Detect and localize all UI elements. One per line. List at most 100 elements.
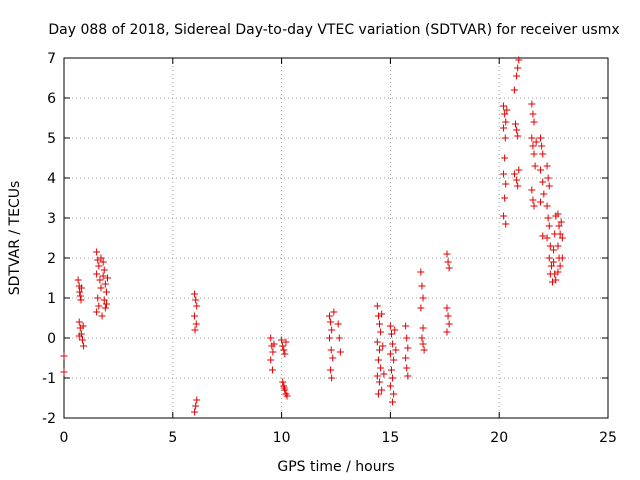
data-point — [537, 134, 545, 142]
data-point — [531, 162, 539, 170]
data-point — [75, 318, 83, 326]
data-point — [79, 322, 87, 330]
data-point — [95, 302, 103, 310]
y-tick-label: 6 — [47, 91, 56, 107]
data-point — [532, 138, 540, 146]
data-point — [420, 346, 428, 354]
data-point — [378, 386, 386, 394]
data-point — [555, 222, 563, 230]
data-point — [95, 262, 103, 270]
data-point — [327, 318, 335, 326]
data-point — [404, 372, 412, 380]
x-tick-label: 10 — [273, 430, 291, 446]
data-point — [192, 320, 200, 328]
data-point — [280, 384, 288, 392]
data-point — [374, 356, 382, 364]
data-point — [192, 402, 200, 410]
data-point — [540, 190, 548, 198]
chart-title: Day 088 of 2018, Sidereal Day-to-day VTE… — [48, 22, 619, 38]
data-point — [501, 110, 509, 118]
data-point — [403, 334, 411, 342]
data-point — [77, 296, 85, 304]
data-point — [80, 342, 88, 350]
data-point — [502, 180, 510, 188]
data-point — [514, 182, 522, 190]
data-point — [93, 270, 101, 278]
data-point — [191, 312, 199, 320]
data-point — [502, 220, 510, 228]
data-point — [104, 274, 112, 282]
x-tick-label: 25 — [599, 430, 617, 446]
data-point — [386, 382, 394, 390]
data-point — [101, 304, 109, 312]
data-point — [510, 170, 518, 178]
data-point — [76, 292, 84, 300]
data-point — [377, 364, 385, 372]
data-point — [327, 366, 335, 374]
data-point — [377, 328, 385, 336]
data-point — [418, 282, 426, 290]
data-point — [503, 106, 511, 114]
data-point — [500, 124, 508, 132]
data-point — [100, 266, 108, 274]
data-point — [556, 230, 564, 238]
data-point — [539, 178, 547, 186]
x-tick-label: 15 — [381, 430, 399, 446]
data-point — [403, 364, 411, 372]
data-point — [545, 222, 553, 230]
data-point — [550, 258, 558, 266]
data-point — [554, 242, 562, 250]
data-point — [102, 300, 110, 308]
data-point — [529, 110, 537, 118]
data-point — [97, 254, 105, 262]
data-point — [270, 340, 278, 348]
data-point — [515, 166, 523, 174]
data-point — [392, 346, 400, 354]
data-point — [538, 142, 546, 150]
data-point — [99, 258, 107, 266]
data-point — [76, 288, 84, 296]
data-point — [193, 396, 201, 404]
data-point — [419, 294, 427, 302]
data-point — [530, 118, 538, 126]
data-point — [501, 154, 509, 162]
plot-frame — [63, 57, 609, 419]
data-point — [539, 232, 547, 240]
data-point — [417, 268, 425, 276]
data-point — [283, 392, 291, 400]
data-point — [267, 334, 275, 342]
data-point — [501, 134, 509, 142]
data-point — [554, 268, 562, 276]
data-point — [191, 290, 199, 298]
data-point — [500, 212, 508, 220]
data-point — [389, 340, 397, 348]
data-point — [419, 340, 427, 348]
grid — [64, 58, 608, 418]
data-point — [100, 296, 108, 304]
data-point — [404, 344, 412, 352]
data-point — [556, 262, 564, 270]
data-point — [502, 118, 510, 126]
data-point — [376, 320, 384, 328]
data-point — [552, 276, 560, 284]
data-point — [378, 310, 386, 318]
data-point — [192, 296, 200, 304]
y-tick-label: -2 — [42, 411, 56, 427]
data-point — [514, 132, 522, 140]
data-point — [543, 202, 551, 210]
y-axis-label: SDTVAR / TECUs — [7, 181, 23, 296]
data-point — [528, 100, 536, 108]
data-point — [329, 354, 337, 362]
data-point — [327, 346, 335, 354]
data-point — [279, 342, 287, 350]
data-point — [60, 368, 68, 376]
data-point — [93, 248, 101, 256]
data-point — [280, 346, 288, 354]
data-point — [389, 398, 397, 406]
y-tick-label: 3 — [47, 211, 56, 227]
data-point — [558, 254, 566, 262]
data-point — [544, 214, 552, 222]
data-point — [373, 372, 381, 380]
data-point — [328, 326, 336, 334]
x-tick-label: 0 — [60, 430, 69, 446]
